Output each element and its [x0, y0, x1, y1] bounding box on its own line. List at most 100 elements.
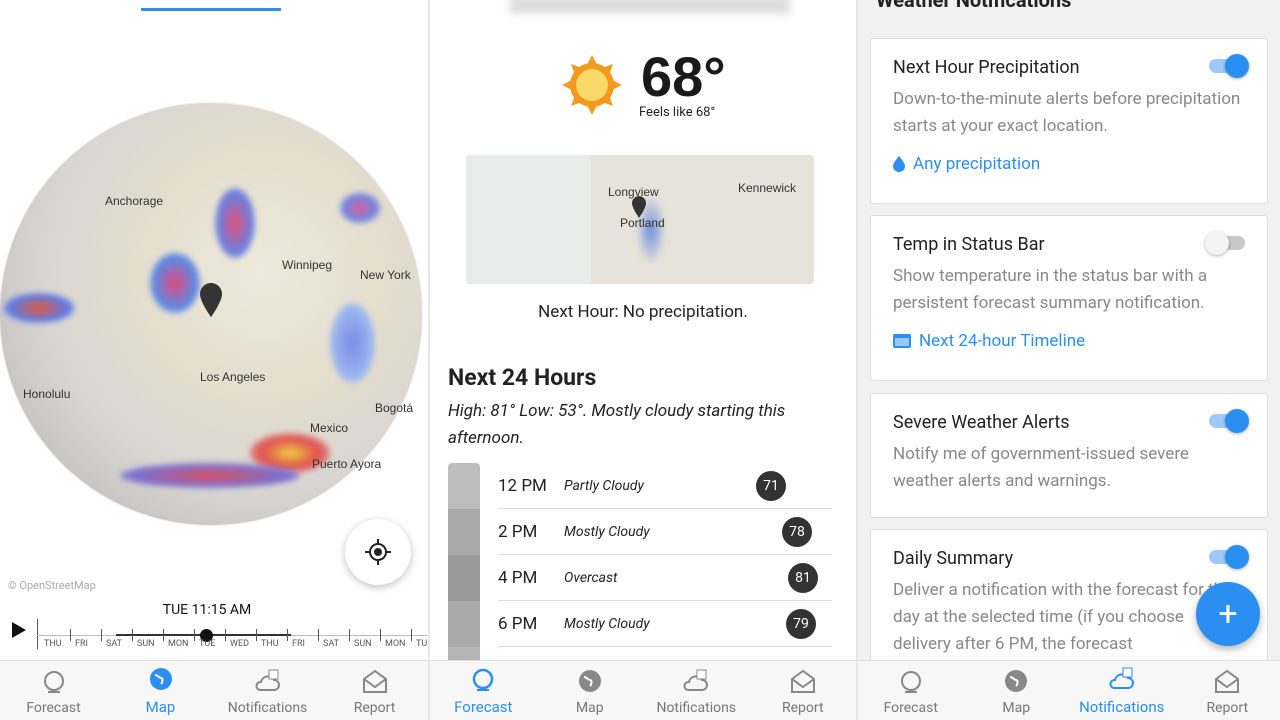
forecast-screen: 68° Feels like 68° Longview Portland Ken… — [430, 0, 856, 720]
card-description: Deliver a notification with the forecast… — [893, 580, 1233, 654]
nav-label: Forecast — [26, 700, 81, 716]
timeline-tick — [287, 629, 288, 641]
card-description: Down-to-the-minute alerts before precipi… — [893, 89, 1241, 136]
timeline-day[interactable]: SAT — [323, 639, 340, 649]
nav-notifications[interactable]: Notifications — [214, 661, 321, 720]
hour-row[interactable]: 2 PM Mostly Cloudy 78 — [498, 509, 832, 555]
toggle-next-hour[interactable] — [1209, 54, 1249, 78]
timeline-tick — [225, 629, 226, 641]
timeline-tick — [318, 629, 319, 641]
hour-time: 4 PM — [498, 567, 538, 588]
map-attribution: © OpenStreetMap — [8, 579, 96, 592]
cloud-alert-icon — [683, 669, 709, 691]
nav-label: Map — [1002, 700, 1031, 716]
nav-notifications[interactable]: Notifications — [1069, 661, 1175, 720]
timeline-day[interactable]: SUN — [137, 639, 155, 649]
link-timeline[interactable]: Next 24-hour Timeline — [893, 331, 1245, 351]
card-title: Severe Weather Alerts — [893, 412, 1070, 433]
nav-label: Notifications — [1079, 698, 1165, 716]
precipitation-minimap[interactable]: Longview Portland Kennewick — [466, 155, 814, 284]
nav-label: Notifications — [227, 700, 308, 716]
hour-temp: 71 — [756, 470, 786, 501]
nav-forecast[interactable]: Forecast — [858, 661, 964, 720]
timeline-day[interactable]: TU — [416, 639, 428, 649]
add-button[interactable]: + — [1196, 582, 1260, 646]
card-description: Show temperature in the status bar with … — [893, 266, 1208, 313]
timeline-day[interactable]: MON — [168, 639, 189, 649]
timeline-day[interactable]: FRI — [75, 639, 88, 649]
play-icon[interactable] — [12, 622, 26, 638]
crystal-ball-icon — [900, 671, 921, 693]
toggle-daily-summary[interactable] — [1209, 545, 1249, 569]
my-location-button[interactable] — [345, 519, 411, 585]
timeline-day[interactable]: WED — [230, 639, 250, 649]
map-label: New York — [360, 268, 411, 282]
timeline-tick — [349, 629, 350, 641]
timeline-day[interactable]: FRI — [292, 639, 305, 649]
timeline-day[interactable]: MON — [385, 639, 406, 649]
toggle-status-bar[interactable] — [1205, 231, 1245, 255]
timeline-tick — [163, 629, 164, 641]
globe-icon — [578, 670, 601, 692]
notification-card: Temp in Status Bar Show temperature in t… — [870, 215, 1268, 381]
hour-temp: 81 — [788, 562, 818, 593]
nav-report[interactable]: Report — [750, 661, 857, 720]
hour-temp: 79 — [786, 608, 816, 639]
sunny-icon — [562, 55, 622, 115]
nav-label: Map — [145, 698, 176, 716]
bottom-nav: Forecast Map Notifications Report — [430, 660, 856, 720]
envelope-icon — [362, 669, 387, 693]
card-title: Next Hour Precipitation — [893, 57, 1080, 78]
hour-condition: Partly Cloudy — [564, 477, 644, 494]
cloud-cover-bar — [448, 463, 480, 663]
tab-indicator — [141, 8, 281, 11]
card-title: Temp in Status Bar — [893, 234, 1045, 255]
nav-map[interactable]: Map — [964, 661, 1070, 720]
timeline-day[interactable]: TUE — [199, 639, 216, 649]
nav-report[interactable]: Report — [1175, 661, 1280, 720]
hour-time: 6 PM — [498, 613, 538, 634]
card-icon — [893, 334, 911, 348]
nav-notifications[interactable]: Notifications — [643, 661, 750, 720]
nav-label: Forecast — [454, 698, 513, 716]
timeline-scrubber[interactable]: THU FRI SAT SUN MON TUE WED THU FRI SAT SUN MON TU — [10, 617, 428, 653]
nav-label: Map — [575, 700, 604, 716]
nav-forecast[interactable]: Forecast — [430, 661, 537, 720]
timeline-tick — [411, 629, 412, 641]
timeline-day[interactable]: THU — [44, 639, 62, 649]
hour-row[interactable]: 6 PM Mostly Cloudy 79 — [498, 601, 832, 647]
bottom-nav: Forecast Map Notifications Report — [858, 660, 1280, 720]
cloud-alert-icon — [1109, 667, 1134, 689]
hour-row[interactable]: 12 PM Partly Cloudy 71 — [498, 463, 832, 509]
map-label: Longview — [608, 185, 659, 199]
globe-map[interactable]: Anchorage Winnipeg New York Honolulu Los… — [0, 103, 422, 525]
toggle-severe-alerts[interactable] — [1209, 409, 1249, 433]
card-title: Daily Summary — [893, 548, 1014, 569]
location-bar-blurred — [510, 0, 790, 14]
page-title: Weather Notifications — [876, 0, 1072, 12]
notification-card: Severe Weather Alerts Notify me of gover… — [870, 393, 1268, 518]
envelope-icon — [790, 669, 815, 693]
envelope-icon — [1215, 669, 1240, 693]
cloud-alert-icon — [255, 669, 280, 691]
link-label: Any precipitation — [913, 154, 1041, 174]
timeline-day[interactable]: THU — [261, 639, 279, 649]
nav-forecast[interactable]: Forecast — [0, 661, 107, 720]
map-label: Anchorage — [105, 194, 164, 208]
link-any-precipitation[interactable]: Any precipitation — [893, 154, 1245, 174]
globe-icon — [1005, 670, 1028, 692]
nav-map[interactable]: Map — [107, 661, 214, 720]
nav-label: Report — [1206, 700, 1249, 716]
nav-map[interactable]: Map — [537, 661, 644, 720]
nav-report[interactable]: Report — [321, 661, 428, 720]
hour-temp: 78 — [782, 516, 812, 547]
timeline-day[interactable]: SAT — [106, 639, 123, 649]
hour-row[interactable]: 4 PM Overcast 81 — [498, 555, 832, 601]
timeline-day[interactable]: SUN — [354, 639, 372, 649]
timeline-current-time: TUE 11:15 AM — [162, 602, 252, 618]
map-label: Mexico — [310, 421, 349, 435]
timeline-tick — [101, 629, 102, 641]
next-hour-summary: Next Hour: No precipitation. — [538, 302, 748, 322]
map-label: Portland — [620, 216, 665, 230]
timeline-handle[interactable] — [200, 629, 213, 642]
